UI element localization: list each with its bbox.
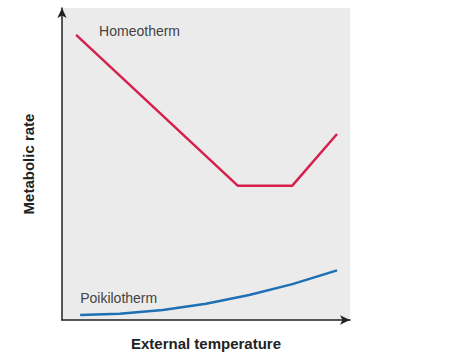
svg-text:Metabolic rate: Metabolic rate xyxy=(20,114,37,215)
svg-text:Poikilotherm: Poikilotherm xyxy=(80,290,157,306)
svg-text:External temperature: External temperature xyxy=(131,335,281,352)
svg-text:Homeotherm: Homeotherm xyxy=(99,23,180,39)
